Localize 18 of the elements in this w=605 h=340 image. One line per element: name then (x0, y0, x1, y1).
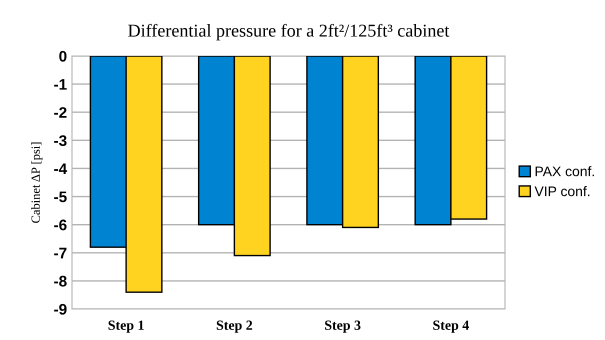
legend-label: PAX conf. (536, 166, 594, 176)
y-tick-label: -4 (54, 163, 68, 174)
y-tick-label: -7 (54, 248, 66, 258)
x-tick-label: Step 1 (108, 320, 144, 333)
y-tick-label: -9 (54, 304, 67, 315)
y-tick-label: -8 (54, 276, 67, 287)
legend-label: VIP conf. (534, 186, 590, 196)
y-tick-label: -3 (54, 135, 67, 146)
x-tick-label: Step 4 (433, 320, 469, 333)
x-tick-label: Step 2 (216, 320, 252, 333)
y-tick-label: -1 (54, 79, 67, 90)
x-tick-label: Step 3 (325, 320, 360, 333)
y-tick-label: -5 (54, 192, 67, 202)
y-tick-label: -2 (54, 107, 67, 118)
y-axis-title: Cabinet ΔP [psi] (31, 142, 42, 223)
y-tick-label: -6 (54, 220, 67, 230)
chart-title: Differential pressure for a 2ft²/125ft³ cabinet (128, 24, 450, 40)
y-tick-label: 0 (59, 50, 67, 62)
